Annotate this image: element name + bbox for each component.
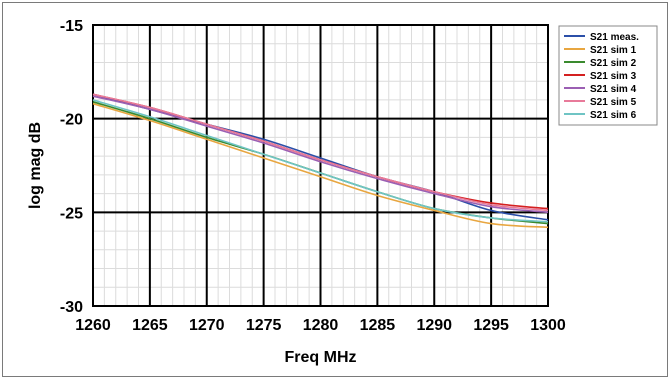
legend-label: S21 sim 4 [590, 84, 637, 95]
legend-label: S21 sim 3 [590, 71, 637, 82]
series-line-2 [92, 102, 549, 229]
y-tick-label: -20 [60, 112, 83, 129]
series-line-6 [92, 93, 549, 212]
x-tick-label: 1300 [530, 317, 566, 334]
x-tick-label: 1285 [360, 317, 396, 334]
legend: S21 meas. S21 sim 1 S21 sim 2 S21 sim 3 S21 … [558, 25, 658, 126]
series-line-7 [92, 99, 549, 223]
x-axis-ticks: 1260 1265 1270 1275 1280 1285 1290 1295 1300 [75, 317, 566, 334]
y-axis-ticks: -15 -20 -25 -30 [60, 18, 83, 316]
legend-label: S21 meas. [590, 32, 639, 43]
x-tick-label: 1280 [303, 317, 339, 334]
x-tick-label: 1270 [189, 317, 225, 334]
y-tick-label: -25 [60, 205, 83, 222]
x-axis-label: Freq MHz [285, 349, 357, 366]
plot-border [92, 24, 549, 307]
series-line-5 [92, 95, 549, 214]
x-tick-label: 1290 [416, 317, 452, 334]
legend-label: S21 sim 5 [590, 97, 637, 108]
x-tick-label: 1260 [75, 317, 111, 334]
series-lines [92, 93, 549, 229]
y-tick-label: -15 [60, 18, 83, 35]
legend-label: S21 sim 1 [590, 45, 637, 56]
x-tick-label: 1265 [132, 317, 168, 334]
x-tick-label: 1295 [473, 317, 509, 334]
y-tick-label: -30 [60, 299, 83, 316]
x-tick-label: 1275 [246, 317, 282, 334]
legend-label: S21 sim 2 [590, 58, 637, 69]
grid-lines [92, 24, 549, 307]
y-axis-label: log mag dB [27, 122, 44, 209]
legend-label: S21 sim 6 [590, 110, 637, 121]
